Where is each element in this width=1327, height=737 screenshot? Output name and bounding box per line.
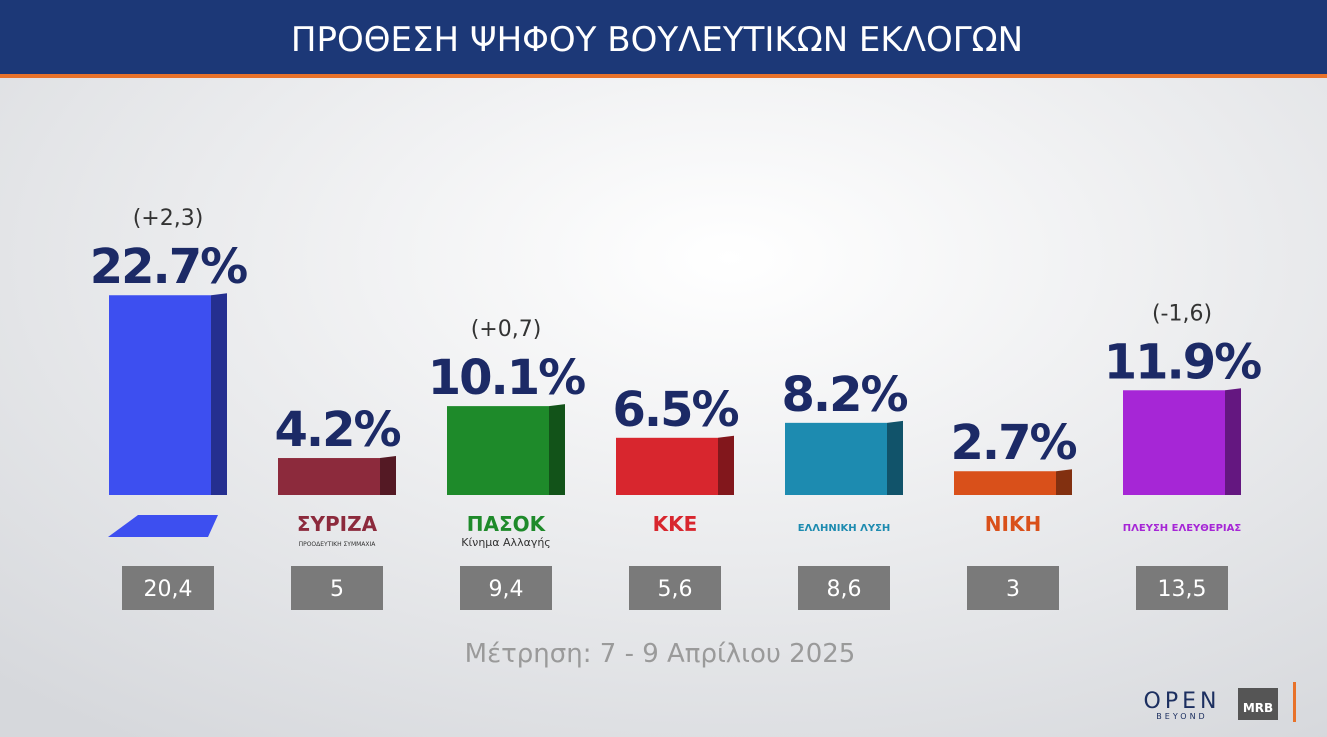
bar-side <box>1225 388 1241 495</box>
bar <box>109 295 211 495</box>
previous-box <box>967 566 1059 610</box>
previous-label: 5,6 <box>658 577 693 602</box>
bar-side <box>211 293 227 495</box>
header-rule <box>0 74 1327 78</box>
bar-side <box>718 435 734 495</box>
category-label: ΠΛΕΥΣΗ ΕΛΕΥΘΕΡΙΑΣ <box>1123 523 1242 534</box>
previous-label: 20,4 <box>144 577 193 602</box>
previous-box <box>798 566 890 610</box>
bar-side <box>380 456 396 495</box>
bar-side <box>887 420 903 495</box>
value-label: 22.7% <box>90 239 247 295</box>
previous-label: 13,5 <box>1158 577 1207 602</box>
category-label: ΠΑΣΟΚ <box>467 512 547 536</box>
previous-box <box>291 566 383 610</box>
change-label: (+0,7) <box>471 317 542 342</box>
value-label: 6.5% <box>612 382 738 438</box>
category-label: ΕΛΛΗΝΙΚΗ ΛΥΣΗ <box>798 523 891 534</box>
previous-box <box>460 566 552 610</box>
bar <box>447 406 549 495</box>
header-band <box>0 0 1327 74</box>
category-label: ΝΙΚΗ <box>985 512 1041 536</box>
bar-side <box>549 404 565 495</box>
change-label: (-1,6) <box>1152 301 1212 326</box>
bar <box>785 422 887 495</box>
bar <box>278 458 380 495</box>
value-label: 11.9% <box>1104 334 1261 390</box>
note: Μέτρηση: 7 - 9 Απρίλιου 2025 <box>465 639 856 669</box>
category-label: ΣΥΡΙΖΑ <box>297 512 378 536</box>
value-label: 4.2% <box>274 402 400 458</box>
value-label: 2.7% <box>950 415 1076 471</box>
chart-title: ΠΡΟΘΕΣΗ ΨΗΦΟΥ ΒΟΥΛΕΥΤΙΚΩΝ ΕΚΛΟΓΩΝ <box>291 20 1023 60</box>
previous-label: 5 <box>330 577 344 602</box>
footer-rule <box>1293 682 1296 722</box>
previous-box <box>122 566 214 610</box>
category-sublabel: ΠΡΟΟΔΕΥΤΙΚΗ ΣΥΜΜΑΧΙΑ <box>299 541 377 548</box>
pollster: MRB <box>1243 701 1273 715</box>
category-label: ΚΚΕ <box>653 512 698 536</box>
value-label: 10.1% <box>428 350 585 406</box>
value-label: 8.2% <box>781 367 907 423</box>
previous-box <box>629 566 721 610</box>
previous-label: 3 <box>1006 577 1020 602</box>
bar <box>1123 390 1225 495</box>
previous-label: 9,4 <box>489 577 524 602</box>
bar <box>954 471 1056 495</box>
bar <box>616 437 718 495</box>
pollster-box <box>1238 688 1278 720</box>
change-label: (+2,3) <box>133 206 204 231</box>
bar-side <box>1056 469 1072 495</box>
category-logo <box>108 515 218 537</box>
previous-box <box>1136 566 1228 610</box>
brand-sub: BEYOND <box>1156 712 1207 721</box>
brand: OPEN <box>1144 689 1221 714</box>
category-sublabel: Κίνημα Αλλαγής <box>461 536 551 549</box>
previous-label: 8,6 <box>827 577 862 602</box>
